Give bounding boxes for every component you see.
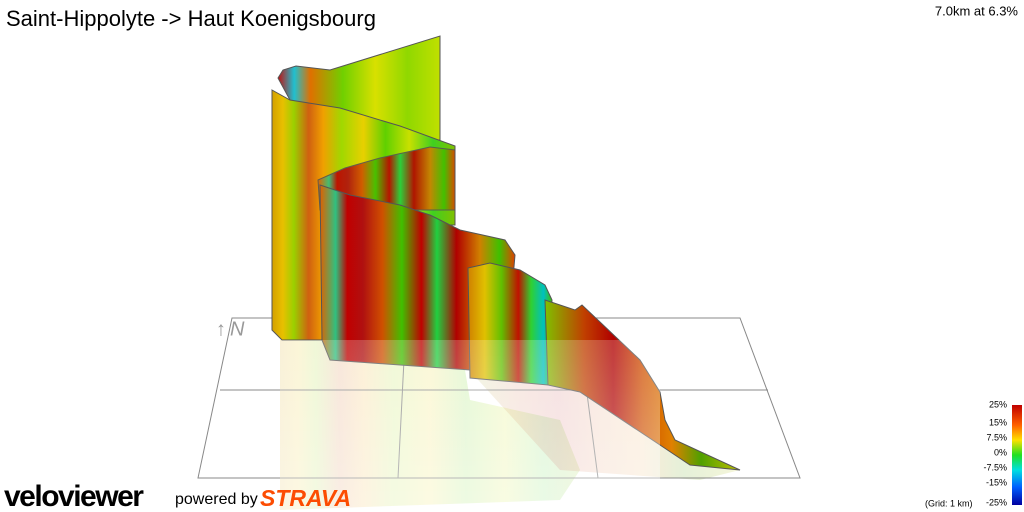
legend-label: 0% — [994, 447, 1007, 457]
legend-label: 15% — [989, 417, 1007, 427]
legend: 25% 15% 7.5% 0% -7.5% -15% -25% — [983, 399, 1007, 507]
grid-note: (Grid: 1 km) — [925, 498, 973, 508]
powered-by: powered by — [175, 491, 258, 508]
title: Saint-Hippolyte -> Haut Koenigsbourg — [6, 6, 376, 31]
color-scale — [1012, 405, 1022, 505]
logo[interactable]: veloviewer — [4, 480, 146, 512]
legend-label: 25% — [989, 399, 1007, 409]
compass: N — [230, 318, 245, 340]
legend-label: -25% — [986, 497, 1007, 507]
summary: 7.0km at 6.3% — [935, 3, 1019, 18]
legend-label: 7.5% — [986, 432, 1007, 442]
compass-arrow: ↑ — [216, 318, 226, 340]
legend-label: -15% — [986, 477, 1007, 487]
legend-label: -7.5% — [983, 462, 1007, 472]
strava-logo[interactable]: STRAVA — [260, 485, 351, 511]
profile-3d — [197, 35, 801, 512]
